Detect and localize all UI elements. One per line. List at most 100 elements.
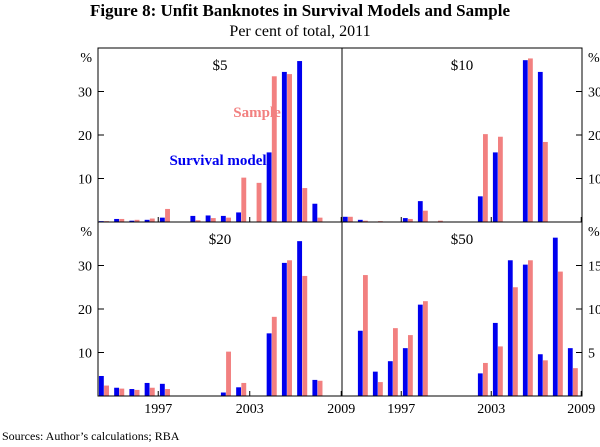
bar-survival-1995 — [114, 387, 120, 396]
bar-survival-2003 — [477, 196, 483, 222]
panel-title: $20 — [209, 232, 232, 248]
bar-sample-2006 — [287, 260, 292, 396]
bar-survival-2002 — [220, 392, 226, 396]
bar-sample-1995 — [363, 275, 368, 396]
bar-sample-2007 — [302, 275, 308, 396]
bar-sample-1996 — [378, 382, 383, 396]
figure-title: Figure 8: Unfit Banknotes in Survival Mo… — [90, 1, 510, 20]
bar-survival-2008 — [312, 203, 318, 222]
bar-survival-2006 — [281, 71, 287, 222]
bar-survival-1998 — [159, 217, 165, 222]
bar-sample-1995 — [119, 218, 125, 222]
bar-survival-2003 — [236, 212, 242, 222]
bar-survival-1997 — [387, 361, 393, 396]
annotation-survival-model: Survival model — [169, 153, 266, 169]
x-tick-label: 1997 — [144, 402, 172, 417]
bar-sample-1997 — [393, 328, 398, 396]
bar-survival-2004 — [492, 322, 498, 396]
bar-survival-2005 — [266, 152, 272, 222]
bar-sample-2008 — [317, 217, 323, 222]
annotation-sample: Sample — [233, 105, 281, 121]
x-tick-label: 2003 — [236, 402, 264, 417]
y-tick-label-left: 20 — [78, 303, 92, 318]
y-tick-label-left: 30 — [78, 86, 92, 101]
bar-sample-2005 — [271, 316, 277, 396]
panel-title: $10 — [451, 58, 474, 74]
bar-sample-1996 — [134, 219, 140, 222]
bar-survival-2007 — [297, 61, 303, 222]
bar-survival-1999 — [417, 201, 423, 222]
bar-sample-1994 — [348, 216, 353, 222]
bar-sample-1999 — [423, 210, 428, 222]
bar-sample-2005 — [271, 76, 277, 222]
x-tick-label: 1997 — [387, 402, 415, 417]
bar-sample-2003 — [483, 362, 488, 396]
plot-layer: 10 20 30% $5 10 20 30% $10 10 20 30% $20 1997 2003 200… — [78, 47, 600, 417]
bar-survival-1998 — [159, 383, 165, 396]
bar-survival-1997 — [144, 382, 150, 396]
unit-label-left: % — [80, 51, 92, 66]
bar-sample-2007 — [543, 141, 548, 222]
bar-survival-2004 — [492, 152, 498, 222]
bar-sample-2003 — [241, 177, 247, 222]
bar-survival-2005 — [507, 260, 513, 396]
unit-label-right: % — [588, 225, 600, 240]
panel-title: $5 — [213, 58, 228, 74]
y-tick-label-right: 15 — [588, 260, 600, 275]
bar-survival-1996 — [372, 371, 378, 396]
bar-sample-2006 — [528, 260, 533, 396]
bar-sample-2000 — [438, 220, 443, 222]
bar-sample-2006 — [287, 74, 292, 222]
bar-survival-2001 — [205, 215, 211, 222]
bar-survival-2007 — [537, 71, 543, 222]
sources-note: Sources: Author’s calculations; RBA — [2, 429, 180, 443]
bar-sample-2001 — [210, 218, 216, 222]
bar-sample-1996 — [134, 389, 140, 396]
bar-survival-1994 — [342, 216, 348, 222]
bar-survival-2008 — [312, 379, 318, 396]
bar-survival-2002 — [220, 215, 226, 222]
bar-sample-1994 — [104, 385, 109, 396]
bar-survival-2007 — [537, 354, 543, 396]
bar-sample-2004 — [498, 346, 503, 396]
bar-survival-1995 — [357, 330, 363, 396]
y-tick-label-right: 5 — [588, 347, 595, 362]
bar-survival-1995 — [357, 219, 363, 222]
bar-survival-1996 — [129, 389, 135, 396]
bar-sample-2004 — [256, 182, 262, 222]
bar-sample-1998 — [408, 218, 413, 222]
y-tick-label-left: 30 — [78, 260, 92, 275]
bar-survival-2006 — [281, 262, 287, 396]
bar-sample-1997 — [149, 387, 155, 396]
bar-sample-1998 — [165, 389, 170, 396]
bar-sample-2006 — [528, 58, 533, 222]
bar-sample-2008 — [317, 380, 323, 396]
bar-survival-1998 — [402, 348, 408, 396]
bar-sample-2000 — [195, 220, 201, 222]
y-tick-label-left: 10 — [78, 347, 92, 362]
panel-title: $50 — [451, 232, 474, 248]
bar-survival-2005 — [266, 333, 272, 396]
x-tick-label: 2003 — [477, 402, 505, 417]
bar-survival-1997 — [144, 219, 150, 222]
bar-sample-1995 — [119, 388, 125, 396]
bar-sample-1997 — [149, 218, 155, 222]
bar-sample-2002 — [226, 217, 231, 222]
bar-survival-1994 — [98, 375, 104, 396]
bar-sample-2007 — [302, 188, 308, 222]
bar-survival-2008 — [552, 237, 558, 396]
bar-sample-2007 — [543, 360, 548, 396]
bar-sample-1998 — [165, 208, 170, 222]
bar-survival-2009 — [567, 348, 573, 396]
y-tick-label-right: 10 — [588, 303, 600, 318]
bar-sample-1995 — [363, 220, 368, 222]
x-tick-label: 2009 — [567, 402, 595, 417]
y-tick-label-left: 20 — [78, 129, 92, 144]
bar-sample-1998 — [408, 335, 413, 396]
bar-sample-2003 — [483, 134, 488, 222]
y-tick-label-right: 20 — [588, 129, 600, 144]
bar-sample-1999 — [423, 301, 428, 396]
x-tick-label: 2009 — [327, 402, 355, 417]
bar-survival-1996 — [129, 220, 135, 222]
